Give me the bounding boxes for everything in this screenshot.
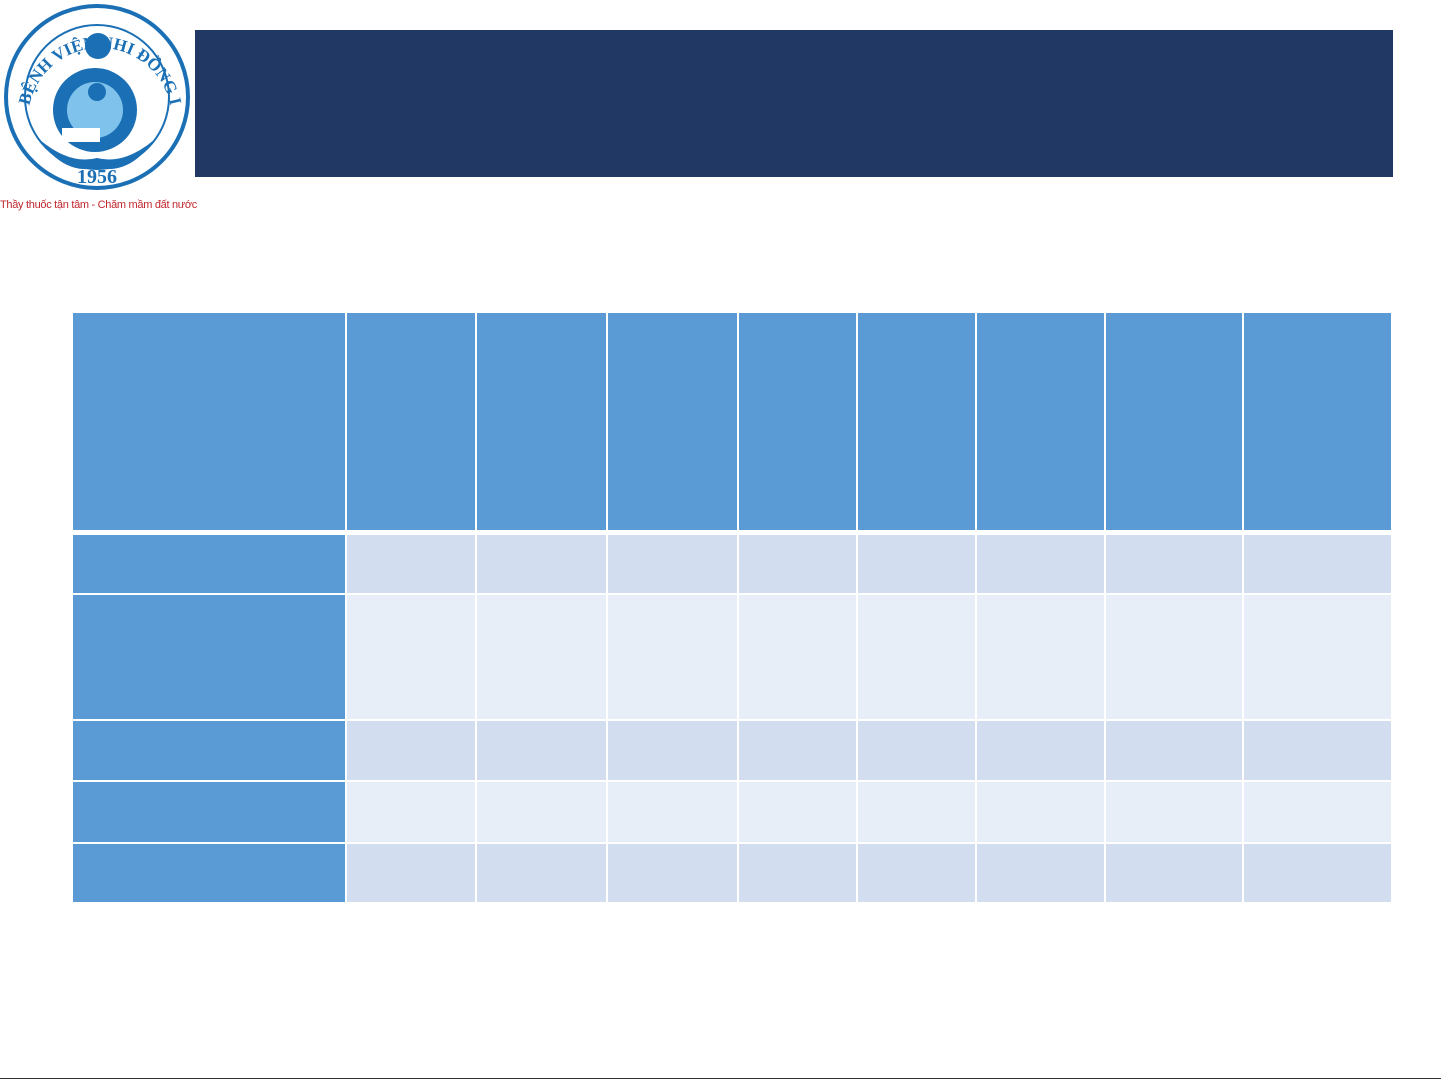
header-cell [73,313,345,530]
table-cell [739,595,856,719]
table-cell [608,721,737,780]
logo-year: 1956 [77,166,117,188]
row-header-cell [73,844,345,902]
header-cell [739,313,856,530]
table-cell [1244,595,1391,719]
table-cell [977,535,1104,593]
logo: BỆNH VIỆN NHI ĐỒNG I 1956 [4,4,190,190]
table-cell [477,721,606,780]
table-cell [858,844,975,902]
logo-head [85,33,111,59]
table-cell [858,782,975,842]
logo-child-head [88,83,106,101]
table-cell [477,595,606,719]
logo-book [62,128,100,142]
table-cell [1106,782,1242,842]
table-cell [608,782,737,842]
table-cell [1244,721,1391,780]
header-cell [347,313,475,530]
table-cell [739,844,856,902]
table-cell [1106,844,1242,902]
title-banner [195,30,1393,177]
table-cell [608,535,737,593]
logo-motto: Thầy thuốc tận tâm - Chăm mầm đất nước [0,199,197,211]
table-cell [347,535,475,593]
logo-child [67,82,123,138]
table-cell [347,595,475,719]
table-cell [977,721,1104,780]
table-cell [477,535,606,593]
table-cell [477,844,606,902]
header-cell [1244,313,1391,530]
logo-hands [40,140,154,170]
header-cell [977,313,1104,530]
table-cell [1106,535,1242,593]
row-header-cell [73,595,345,719]
table-cell [977,782,1104,842]
table-cell [1244,844,1391,902]
footer-line [0,1078,1441,1079]
table-cell [858,595,975,719]
table-cell [608,595,737,719]
table-cell [858,535,975,593]
row-header-cell [73,782,345,842]
table-cell [739,721,856,780]
header-cell [608,313,737,530]
table-cell [347,721,475,780]
table-cell [977,844,1104,902]
table-cell [858,721,975,780]
header-cell [1106,313,1242,530]
row-header-cell [73,721,345,780]
table-cell [1244,535,1391,593]
table-cell [1106,721,1242,780]
table-cell [739,782,856,842]
table-cell [347,782,475,842]
row-header-cell [73,535,345,593]
table-cell [1244,782,1391,842]
table-cell [347,844,475,902]
table-cell [977,595,1104,719]
table-cell [1106,595,1242,719]
table-cell [608,844,737,902]
table-cell [477,782,606,842]
header-cell [858,313,975,530]
header-cell [477,313,606,530]
table-cell [739,535,856,593]
